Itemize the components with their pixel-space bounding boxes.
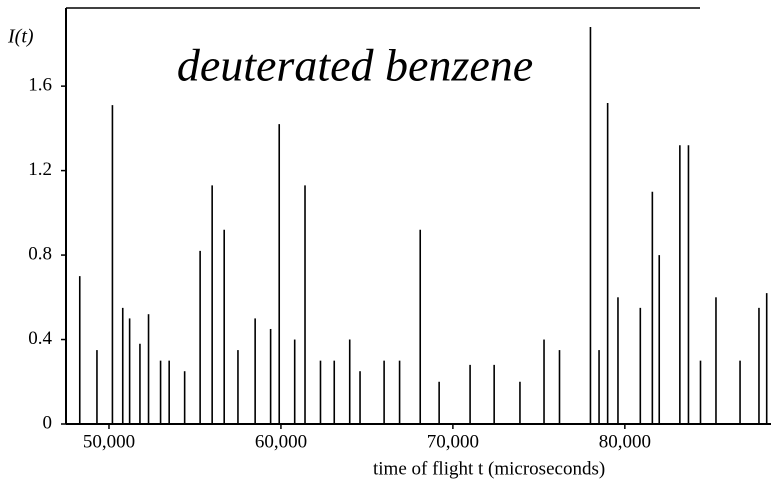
x-tick-label: 50,000 bbox=[83, 431, 135, 452]
y-tick-label: 0.8 bbox=[28, 243, 52, 264]
x-tick-label: 70,000 bbox=[427, 431, 479, 452]
y-tick-label: 1.6 bbox=[28, 74, 52, 95]
chart-title: deuterated benzene bbox=[177, 40, 533, 91]
y-tick-label: 0 bbox=[43, 412, 53, 433]
y-tick-label: 0.4 bbox=[28, 328, 52, 349]
x-tick-label: 60,000 bbox=[255, 431, 307, 452]
y-axis-label: I(t) bbox=[7, 26, 34, 48]
y-tick-label: 1.2 bbox=[28, 159, 52, 180]
x-tick-label: 80,000 bbox=[599, 431, 651, 452]
x-axis-label: time of flight t (microseconds) bbox=[373, 458, 605, 479]
